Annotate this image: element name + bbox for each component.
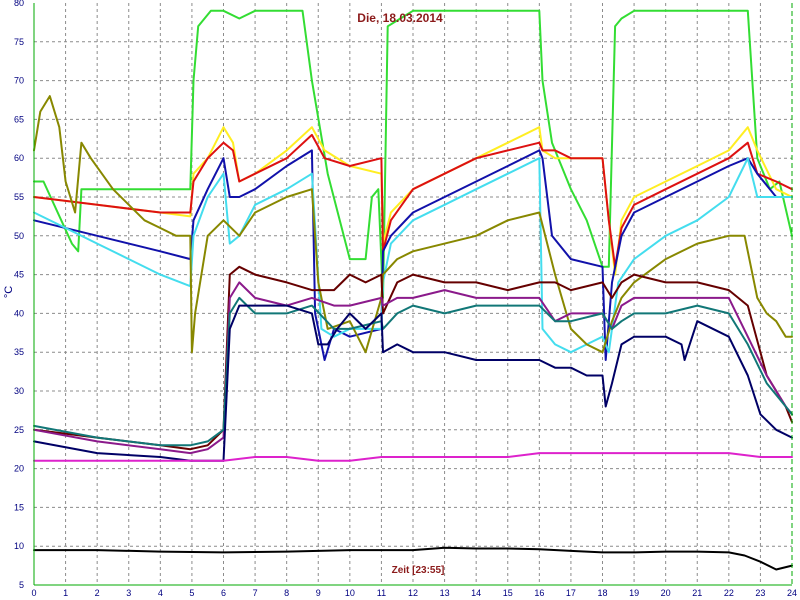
series-line-11 xyxy=(33,452,793,462)
series-line-3 xyxy=(33,133,793,268)
y-tick-label: 80 xyxy=(14,0,24,8)
x-tick-label: 2 xyxy=(95,588,100,598)
x-tick-label: 5 xyxy=(189,588,194,598)
y-tick-label: 50 xyxy=(14,231,24,241)
chart-title: Die, 18.03.2014 xyxy=(357,11,443,25)
x-tick-label: 10 xyxy=(345,588,355,598)
x-tick-label: 16 xyxy=(534,588,544,598)
x-tick-label: 17 xyxy=(566,588,576,598)
x-tick-label: 18 xyxy=(597,588,607,598)
y-axis-label: °C xyxy=(3,286,15,298)
series-line-10 xyxy=(33,304,793,462)
x-tick-label: 24 xyxy=(787,588,797,598)
y-tick-label: 25 xyxy=(14,425,24,435)
y-tick-label: 20 xyxy=(14,464,24,474)
series-line-9 xyxy=(33,296,793,447)
x-tick-label: 20 xyxy=(661,588,671,598)
series-line-5 xyxy=(33,157,793,354)
x-tick-label: 22 xyxy=(724,588,734,598)
x-tick-label: 11 xyxy=(377,588,386,598)
y-tick-label: 45 xyxy=(14,270,24,280)
x-tick-label: 23 xyxy=(755,588,765,598)
x-tick-label: 12 xyxy=(408,588,418,598)
x-axis-label: Zeit [23:55] xyxy=(392,565,445,576)
axis-labels: 0 1 2 3 4 5 6 7 8 9 10 11 12 13 14 15 16 17 18 19 20 21 22 23 24… xyxy=(14,0,797,598)
series-line-4 xyxy=(33,149,793,361)
x-tick-label: 13 xyxy=(440,588,450,598)
x-tick-label: 15 xyxy=(503,588,513,598)
y-tick-label: 30 xyxy=(14,386,24,396)
y-tick-label: 35 xyxy=(14,347,24,357)
x-tick-label: 6 xyxy=(221,588,226,598)
y-tick-label: 5 xyxy=(19,580,24,590)
y-tick-label: 15 xyxy=(14,502,24,512)
x-tick-label: 4 xyxy=(158,588,163,598)
y-tick-label: 40 xyxy=(14,308,24,318)
x-tick-label: 1 xyxy=(63,588,68,598)
series-line-12 xyxy=(33,546,793,571)
y-tick-label: 60 xyxy=(14,153,24,163)
series-layer xyxy=(33,9,793,571)
x-tick-label: 7 xyxy=(253,588,258,598)
x-tick-label: 8 xyxy=(284,588,289,598)
x-tick-label: 14 xyxy=(471,588,481,598)
y-tick-label: 70 xyxy=(14,76,24,86)
series-line-6 xyxy=(33,95,793,354)
x-tick-label: 21 xyxy=(692,588,702,598)
x-tick-label: 19 xyxy=(629,588,639,598)
x-tick-label: 9 xyxy=(316,588,321,598)
y-tick-label: 10 xyxy=(14,541,24,551)
y-tick-label: 65 xyxy=(14,114,24,124)
x-tick-label: 3 xyxy=(126,588,131,598)
y-tick-label: 55 xyxy=(14,192,24,202)
y-tick-label: 75 xyxy=(14,37,24,47)
x-tick-label: 0 xyxy=(31,588,36,598)
